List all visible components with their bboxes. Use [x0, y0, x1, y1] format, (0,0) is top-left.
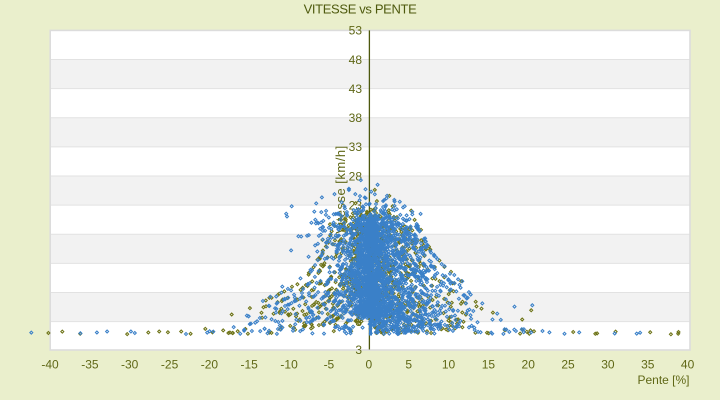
svg-text:15: 15	[482, 357, 496, 371]
svg-text:-25: -25	[161, 357, 179, 371]
svg-text:48: 48	[349, 53, 363, 67]
svg-text:38: 38	[349, 111, 363, 125]
svg-text:33: 33	[349, 140, 363, 154]
svg-text:Pente [%]: Pente [%]	[637, 373, 689, 387]
svg-text:43: 43	[349, 82, 363, 96]
svg-text:-10: -10	[280, 357, 298, 371]
svg-text:-30: -30	[121, 357, 139, 371]
svg-text:VITESSE vs PENTE: VITESSE vs PENTE	[304, 2, 418, 17]
svg-text:-20: -20	[201, 357, 219, 371]
svg-text:53: 53	[349, 24, 363, 38]
svg-text:-35: -35	[81, 357, 99, 371]
svg-text:25: 25	[561, 357, 575, 371]
svg-text:30: 30	[601, 357, 615, 371]
svg-text:3: 3	[355, 343, 362, 357]
svg-text:20: 20	[522, 357, 536, 371]
svg-text:-40: -40	[41, 357, 59, 371]
svg-text:40: 40	[681, 357, 695, 371]
svg-text:-15: -15	[241, 357, 259, 371]
svg-text:-5: -5	[324, 357, 335, 371]
svg-text:Vitesse [km/h]: Vitesse [km/h]	[333, 145, 348, 233]
svg-text:0: 0	[365, 357, 372, 371]
svg-text:10: 10	[442, 357, 456, 371]
svg-text:35: 35	[641, 357, 655, 371]
svg-text:5: 5	[405, 357, 412, 371]
